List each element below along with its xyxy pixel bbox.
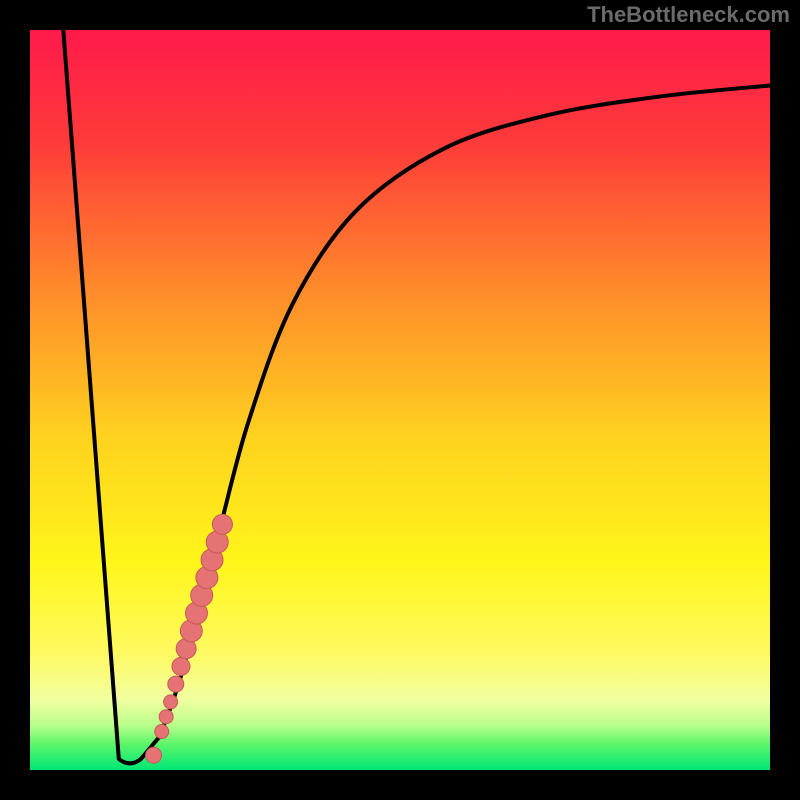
data-marker bbox=[146, 747, 162, 763]
data-marker bbox=[164, 695, 178, 709]
data-marker bbox=[168, 676, 184, 692]
data-marker bbox=[155, 725, 169, 739]
data-marker bbox=[212, 514, 232, 534]
data-marker bbox=[159, 710, 173, 724]
plot-background bbox=[30, 30, 770, 770]
watermark-text: TheBottleneck.com bbox=[587, 2, 790, 28]
chart-container: TheBottleneck.com bbox=[0, 0, 800, 800]
bottleneck-chart bbox=[0, 0, 800, 800]
data-marker bbox=[172, 657, 190, 675]
